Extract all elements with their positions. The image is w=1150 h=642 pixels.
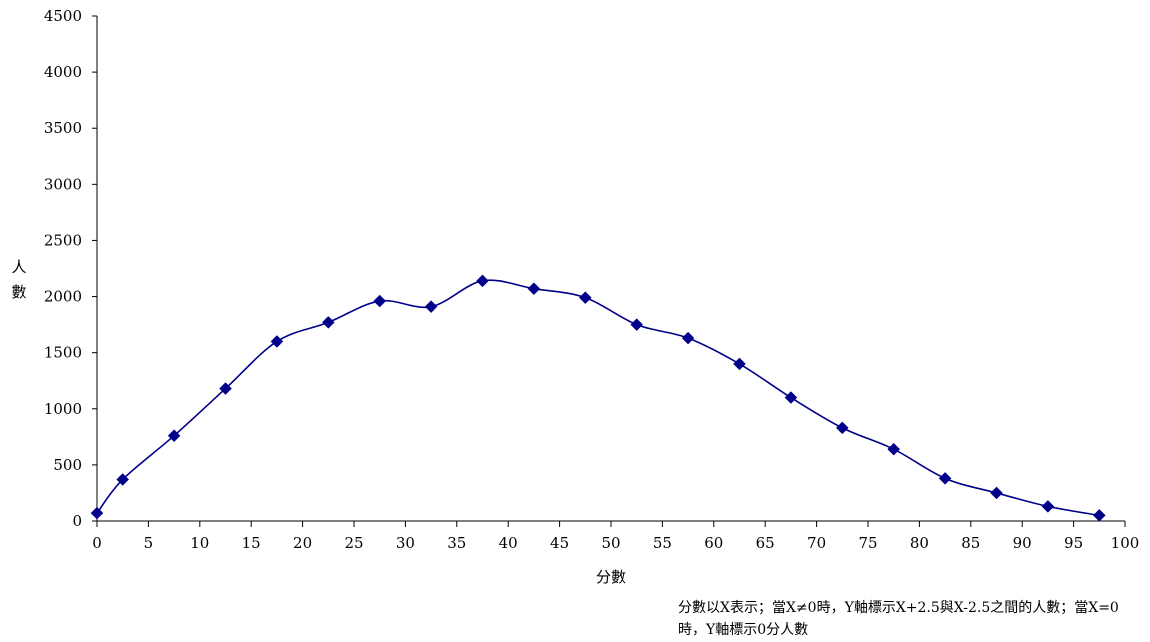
x-tick-label: 10 [190,534,209,552]
x-tick-label: 55 [653,534,672,552]
x-tick-label: 0 [92,534,102,552]
x-tick-label: 90 [1013,534,1032,552]
data-point-marker [167,429,181,443]
x-tick-label: 100 [1111,534,1140,552]
data-point-marker [681,331,695,345]
data-point-marker [373,294,387,308]
data-point-marker [321,316,335,329]
x-tick-label: 35 [447,534,466,552]
x-tick-label: 85 [961,534,980,552]
y-tick-label: 1500 [44,344,82,362]
y-axis-title-char: 人 [11,258,26,276]
y-tick-label: 3500 [44,119,82,137]
data-point-marker [578,291,592,305]
data-point-marker [116,473,130,486]
data-point-marker [938,472,952,485]
y-tick-label: 500 [53,456,82,474]
x-tick-label: 50 [601,534,620,552]
data-point-marker [424,300,438,314]
data-point-marker [990,486,1003,500]
data-point-marker [527,282,541,296]
x-tick-label: 25 [344,534,363,552]
y-tick-label: 4000 [44,63,82,81]
y-axis: 0 500 1000 1500 2000 2500 3000 3500 4000 4500 [44,7,98,530]
x-tick-label: 5 [144,534,154,552]
x-axis-title: 分數 [596,568,626,586]
x-tick-label: 20 [293,534,312,552]
plot-area [90,274,1106,522]
y-tick-label: 1000 [44,400,82,418]
data-point-marker [476,274,489,288]
data-point-marker [1092,509,1106,522]
y-tick-label: 2000 [44,288,82,306]
x-tick-label: 30 [396,534,415,552]
x-tick-label: 95 [1064,534,1083,552]
x-tick-label: 75 [858,534,877,552]
y-axis-title-char: 數 [11,283,26,301]
data-point-marker [887,442,901,456]
data-point-marker [90,506,104,520]
data-point-marker [784,391,798,404]
y-tick-label: 0 [72,512,82,530]
y-tick-label: 2500 [44,231,82,249]
y-tick-label: 3000 [44,175,82,193]
x-tick-label: 45 [550,534,569,552]
x-tick-label: 70 [807,534,826,552]
x-tick-label: 15 [242,534,261,552]
y-axis-title: 人 數 [11,258,26,301]
x-tick-label: 40 [499,534,518,552]
chart-note: 分數以X表示；當X≠0時，Y軸標示X+2.5與X-2.5之間的人數；當X=0時，… [678,600,1119,638]
x-tick-label: 65 [756,534,775,552]
y-tick-label: 4500 [44,7,82,25]
x-tick-label: 80 [910,534,929,552]
data-point-marker [1041,500,1055,513]
data-point-marker [733,357,746,371]
x-axis: 0 5 10 15 20 25 30 35 40 45 50 55 60 65 70 75 80 85 90 95 10… [92,520,1140,552]
data-point-marker [630,318,644,331]
x-tick-label: 60 [704,534,723,552]
data-point-marker [219,382,232,395]
data-point-marker [835,421,849,435]
data-point-marker [270,335,284,348]
